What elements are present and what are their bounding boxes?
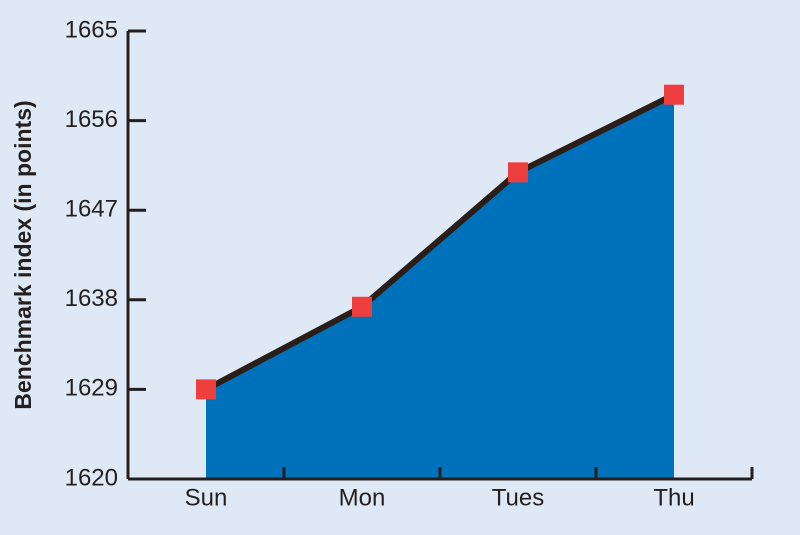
- marker: [508, 162, 528, 183]
- area: [206, 94, 674, 480]
- y-tick-label: 1629: [65, 375, 118, 402]
- y-tick-label: 1620: [65, 464, 118, 491]
- marker: [664, 84, 684, 105]
- line: [204, 92, 676, 393]
- x-tick-label: Mon: [339, 484, 386, 511]
- x-tick-label: Thu: [653, 484, 694, 511]
- x-tick-label: Tues: [492, 484, 544, 511]
- y-tick-label: 1656: [65, 106, 118, 133]
- y-tick-label: 1638: [65, 285, 118, 312]
- marker: [196, 379, 216, 400]
- marker: [352, 296, 372, 317]
- y-tick-label: 1647: [65, 196, 118, 223]
- x-tick-label: Sun: [185, 484, 228, 511]
- y-axis-label: Benchmark index (in points): [10, 100, 36, 409]
- y-tick-label: 1665: [65, 16, 118, 43]
